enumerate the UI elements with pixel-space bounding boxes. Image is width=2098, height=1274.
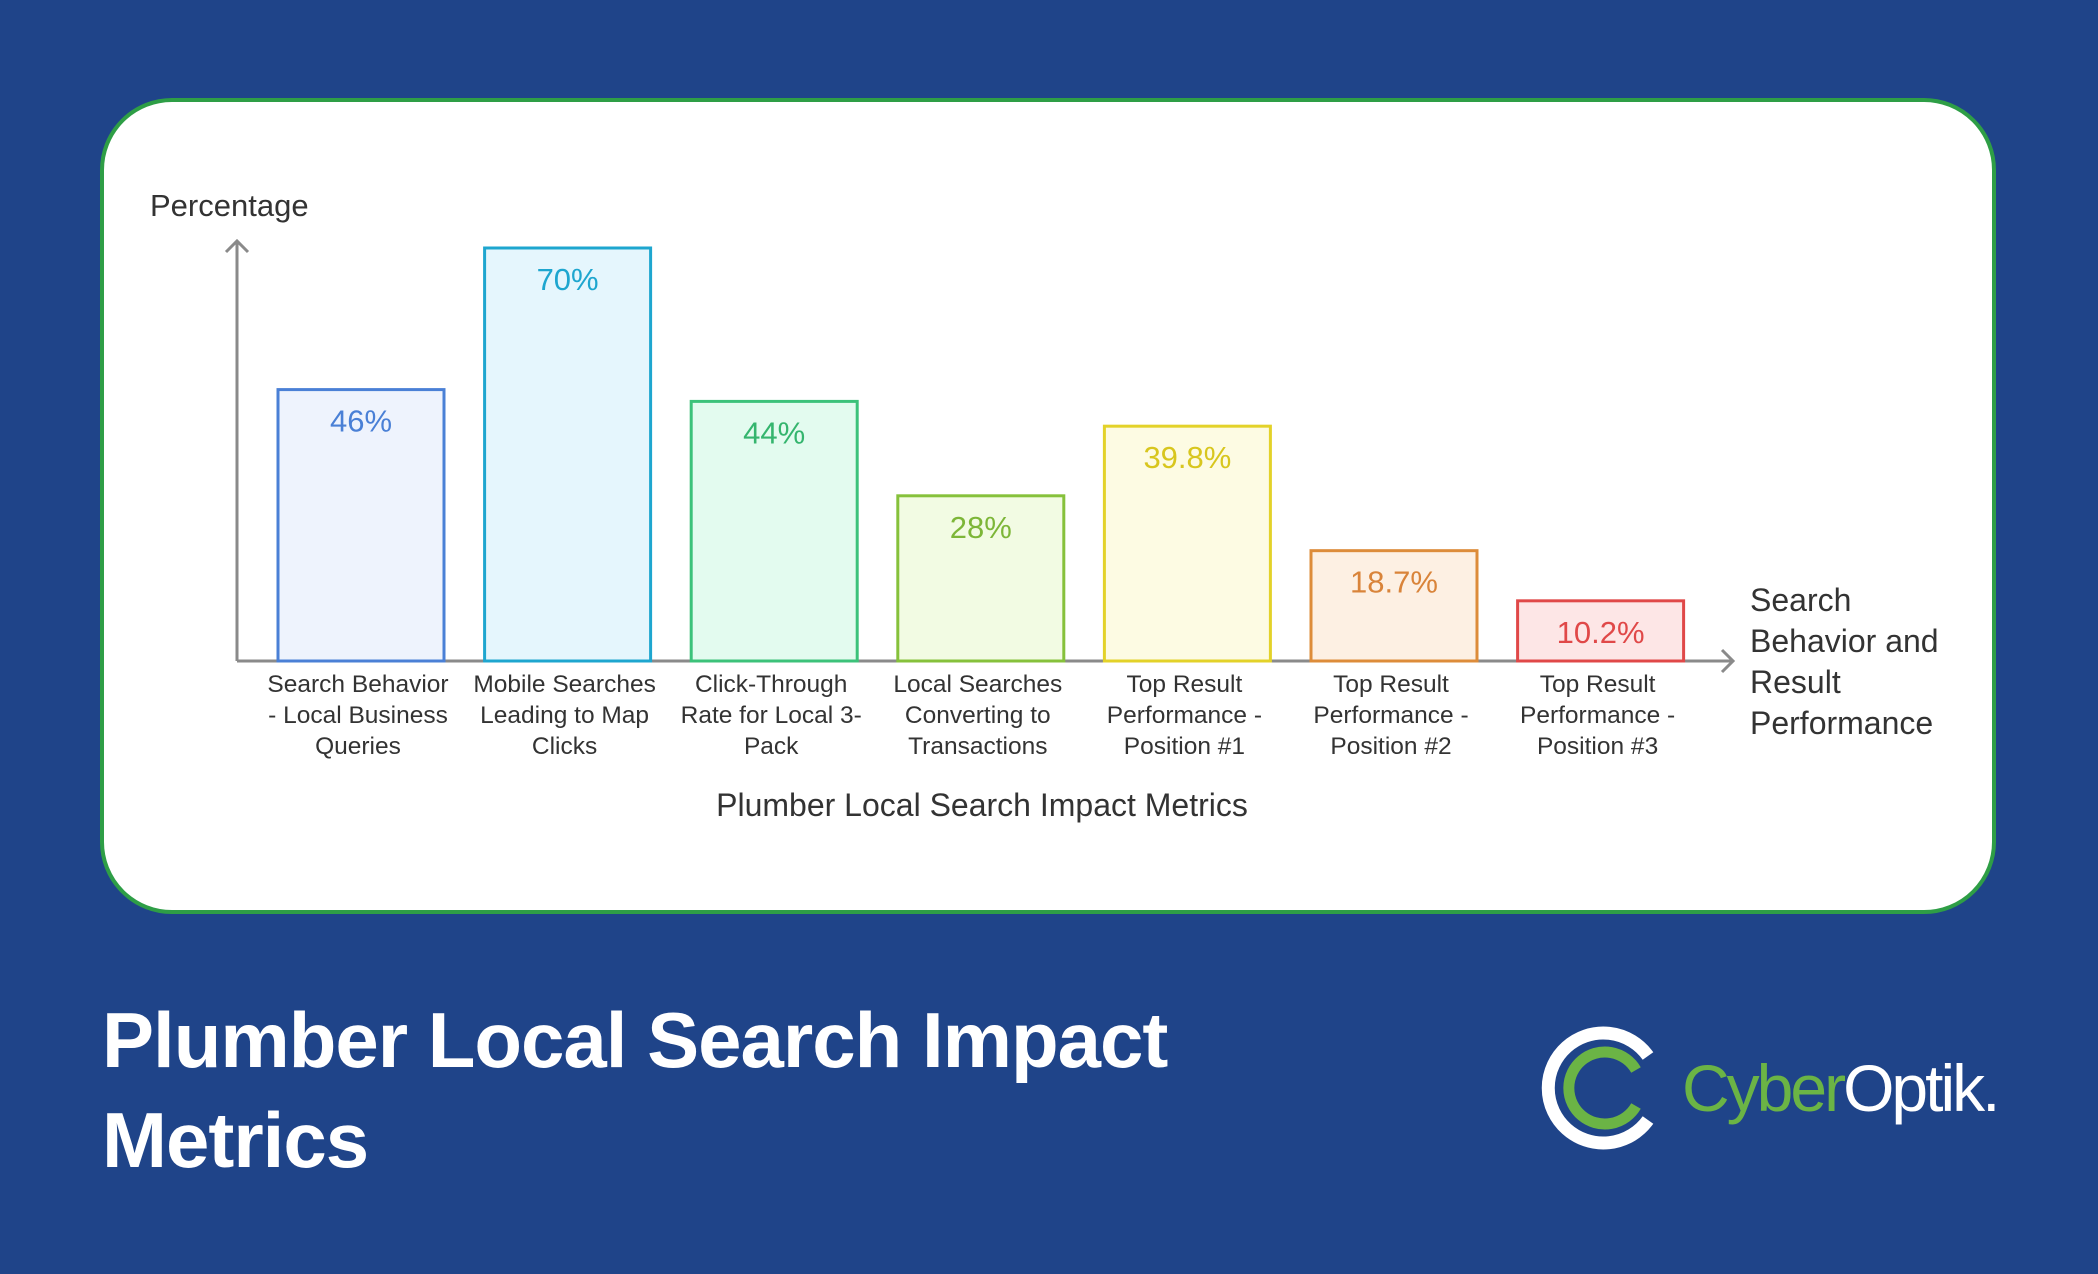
bar-value-label: 46% xyxy=(330,404,392,439)
logo-wordmark: CyberOptik. xyxy=(1682,1051,2000,1125)
category-label: Top Result Performance -Position #1 xyxy=(1107,671,1262,760)
category-label: Local Searches Converting to Transactions xyxy=(893,671,1062,760)
bar-value-label: 28% xyxy=(950,510,1012,545)
bar-value-label: 70% xyxy=(537,262,599,297)
bar-value-label: 44% xyxy=(743,415,805,450)
page-title-line-2: Metrics xyxy=(102,1096,369,1184)
bar xyxy=(1309,549,1479,663)
bar xyxy=(483,246,653,663)
bar xyxy=(276,388,446,663)
cyberoptik-logo: CyberOptik. xyxy=(1540,1018,2010,1158)
category-label: Top Result Performance -Position #2 xyxy=(1313,671,1468,760)
bar xyxy=(1102,424,1272,663)
page-title: Plumber Local Search Impact Metrics xyxy=(102,990,1402,1190)
page-title-line-1: Plumber Local Search Impact xyxy=(102,996,1168,1084)
category-label: Top Result Performance -Position #3 xyxy=(1520,671,1675,760)
y-axis-label: Percentage xyxy=(150,188,309,223)
x-axis-label: Plumber Local Search Impact Metrics xyxy=(716,787,1248,823)
bar xyxy=(1516,599,1686,663)
bar-value-label: 39.8% xyxy=(1143,440,1231,475)
bar xyxy=(689,399,859,663)
bar-value-label: 18.7% xyxy=(1350,565,1438,600)
category-label: Search Behavior - Local Business Queries xyxy=(267,671,448,760)
bar-value-label: 10.2% xyxy=(1557,615,1645,650)
logo-ring-icon xyxy=(1541,1026,1654,1150)
x-axis-arrow xyxy=(1720,648,1736,674)
bar xyxy=(896,494,1066,663)
y-axis-arrow xyxy=(224,238,250,254)
category-label: Mobile Searches Leading to Map Clicks xyxy=(473,671,655,760)
category-label: Click-Through Rate for Local 3-Pack xyxy=(681,671,862,760)
axis-note: Search Behavior and Result Performance xyxy=(1750,582,1939,741)
